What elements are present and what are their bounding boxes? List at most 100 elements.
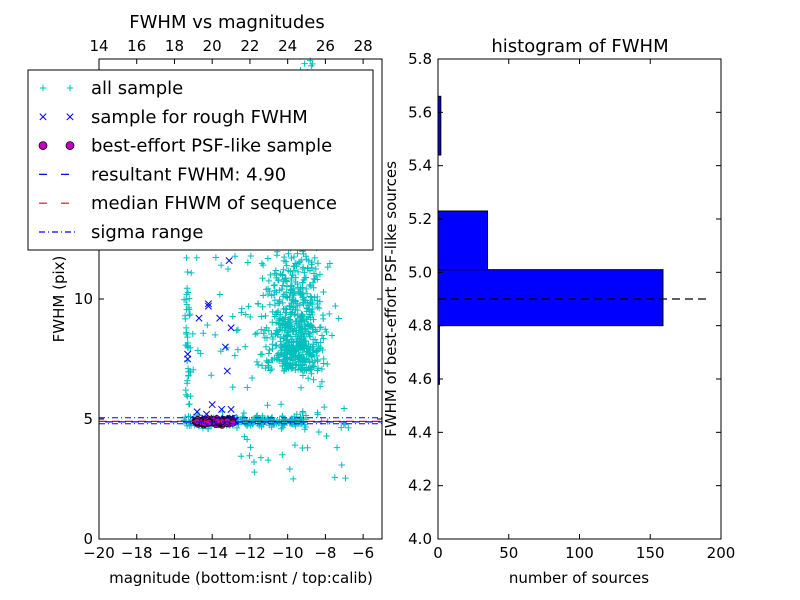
all-sample-point bbox=[332, 302, 339, 310]
all-sample-point bbox=[289, 292, 297, 299]
best-effort-point bbox=[205, 419, 213, 427]
legend-box bbox=[27, 69, 374, 251]
all-sample-point bbox=[280, 316, 287, 323]
all-sample-point bbox=[269, 333, 277, 341]
all-sample-point bbox=[318, 378, 326, 385]
histogram-y-tick-label: 5.6 bbox=[408, 103, 432, 121]
all-sample-point bbox=[342, 474, 349, 482]
all-sample-point bbox=[310, 376, 317, 383]
scatter-top-tick-label: 18 bbox=[165, 37, 184, 55]
all-sample-point bbox=[182, 386, 189, 394]
all-sample-point bbox=[294, 250, 301, 257]
all-sample-point bbox=[308, 62, 315, 69]
rough-sample-point bbox=[227, 324, 235, 332]
all-sample-point bbox=[302, 285, 310, 293]
all-sample-point bbox=[269, 356, 276, 364]
all-sample-point bbox=[299, 362, 306, 369]
all-sample-point bbox=[260, 292, 267, 299]
all-sample-point bbox=[231, 352, 239, 359]
all-sample-point bbox=[253, 358, 261, 366]
scatter-y-tick-label: 10 bbox=[74, 290, 93, 308]
all-sample-point bbox=[237, 453, 245, 460]
all-sample-point bbox=[245, 303, 252, 310]
all-sample-point bbox=[244, 384, 251, 391]
all-sample-point bbox=[295, 288, 303, 296]
all-sample-point bbox=[315, 304, 323, 312]
all-sample-point bbox=[258, 260, 266, 267]
all-sample-point bbox=[305, 365, 312, 372]
all-sample-point bbox=[289, 272, 296, 279]
histogram-bar bbox=[437, 269, 664, 327]
rough-sample-point bbox=[208, 401, 216, 409]
all-sample-point bbox=[279, 282, 286, 289]
all-sample-point bbox=[287, 333, 295, 340]
scatter-top-tick-label: 28 bbox=[354, 37, 373, 55]
all-sample-point bbox=[269, 308, 276, 316]
scatter-x-tick-label: −18 bbox=[121, 544, 153, 562]
all-sample-point bbox=[273, 288, 280, 296]
all-sample-point bbox=[301, 342, 308, 350]
all-sample-point bbox=[328, 332, 336, 339]
scatter-y-tick-label: 5 bbox=[83, 410, 93, 428]
all-sample-point bbox=[298, 340, 305, 347]
all-sample-point bbox=[300, 300, 307, 308]
all-sample-point bbox=[286, 293, 293, 301]
all-sample-point bbox=[314, 367, 321, 374]
all-sample-point bbox=[291, 267, 299, 274]
all-sample-point bbox=[287, 286, 294, 293]
legend-marker bbox=[66, 113, 74, 121]
all-sample-point bbox=[185, 306, 193, 313]
all-sample-point bbox=[320, 335, 327, 342]
all-sample-point bbox=[308, 294, 315, 301]
scatter-legend: all sample sample for rough FWHM best-effo… bbox=[27, 69, 374, 251]
all-sample-point bbox=[313, 348, 320, 356]
all-sample-point bbox=[305, 302, 312, 309]
all-sample-point bbox=[217, 262, 225, 269]
all-sample-point bbox=[268, 330, 275, 338]
all-sample-point bbox=[286, 465, 294, 473]
all-sample-point bbox=[183, 342, 191, 349]
all-sample-point bbox=[310, 284, 317, 291]
histogram-y-tick-label: 5.4 bbox=[408, 157, 432, 175]
all-sample-point bbox=[302, 274, 310, 281]
all-sample-point bbox=[274, 307, 282, 315]
all-sample-point bbox=[285, 328, 292, 336]
scatter-panel: FWHM vs magnitudes −20 −18 −16 −14 −12 −10 −8−… bbox=[27, 12, 383, 587]
all-sample-point bbox=[308, 264, 316, 272]
all-sample-point bbox=[320, 288, 327, 296]
all-sample-point bbox=[309, 298, 316, 306]
all-sample-point bbox=[288, 348, 296, 355]
histogram-x-label: number of sources bbox=[509, 569, 649, 587]
all-sample-point bbox=[279, 451, 286, 458]
all-sample-point bbox=[39, 84, 47, 92]
all-sample-point bbox=[270, 282, 278, 289]
scatter-y-label: FWHM (pix) bbox=[50, 256, 68, 343]
all-sample-point bbox=[299, 265, 306, 273]
all-sample-point bbox=[241, 433, 248, 440]
all-sample-point bbox=[314, 356, 321, 364]
all-sample-point bbox=[273, 329, 280, 337]
all-sample-point bbox=[314, 409, 321, 416]
all-sample-point bbox=[233, 424, 241, 432]
all-sample-point bbox=[262, 312, 269, 320]
all-sample-point bbox=[243, 436, 251, 443]
all-sample-point bbox=[294, 280, 301, 288]
all-sample-point bbox=[261, 334, 269, 342]
all-sample-point bbox=[313, 339, 320, 346]
scatter-top-tick-label: 16 bbox=[127, 37, 146, 55]
legend-label: sample for rough FWHM bbox=[91, 107, 308, 128]
all-sample-point bbox=[306, 281, 313, 289]
all-sample-point bbox=[268, 423, 275, 431]
all-sample-point bbox=[183, 284, 191, 292]
all-sample-point bbox=[309, 351, 316, 358]
all-sample-point bbox=[320, 403, 328, 411]
all-sample-point bbox=[288, 287, 295, 294]
all-sample-point bbox=[338, 461, 345, 469]
all-sample-point bbox=[290, 253, 298, 261]
legend-label: all sample bbox=[91, 78, 183, 99]
all-sample-point bbox=[291, 441, 299, 449]
all-sample-point bbox=[184, 289, 192, 296]
all-sample-point bbox=[183, 330, 190, 338]
all-sample-point bbox=[185, 372, 192, 380]
